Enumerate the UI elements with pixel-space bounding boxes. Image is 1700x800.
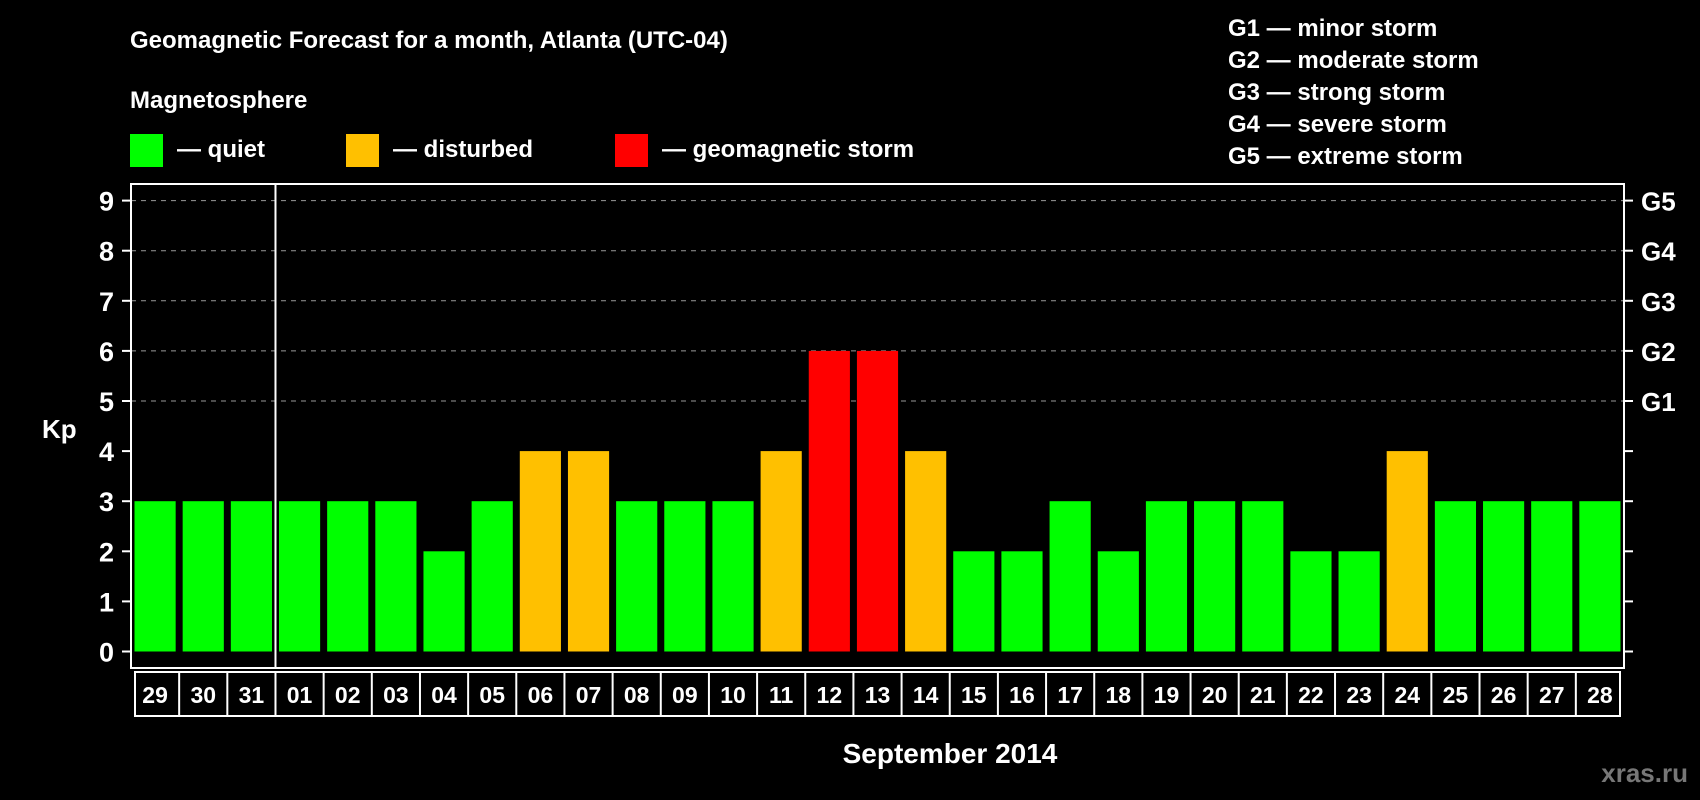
x-tick-label: 19 (1154, 682, 1180, 708)
x-tick-label: 08 (624, 682, 650, 708)
x-tick-label: 22 (1298, 682, 1324, 708)
x-tick-label: 21 (1250, 682, 1276, 708)
x-tick-label: 15 (961, 682, 987, 708)
day-row (134, 671, 1621, 717)
legend: — quiet — disturbed — geomagnetic storm (130, 134, 914, 167)
bar-13 (856, 350, 899, 652)
bar-07 (567, 451, 610, 652)
right-tick-label-g3: G3 (1641, 287, 1676, 317)
legend-swatch-disturbed (346, 134, 379, 167)
x-tick-label: 17 (1057, 682, 1083, 708)
bar-17 (1049, 501, 1091, 652)
x-tick-label: 09 (672, 682, 698, 708)
x-tick-label: 28 (1587, 682, 1613, 708)
y-axis-label: Kp (42, 414, 77, 444)
x-tick-label: 16 (1009, 682, 1035, 708)
bar-27 (1531, 501, 1573, 652)
bar-09 (664, 501, 706, 652)
x-tick-label: 05 (479, 682, 505, 708)
x-tick-label: 20 (1202, 682, 1228, 708)
bar-05 (471, 501, 513, 652)
bar-31 (230, 501, 272, 652)
y-tick-label: 3 (99, 487, 114, 517)
x-tick-label: 12 (817, 682, 843, 708)
x-tick-label: 01 (287, 682, 313, 708)
legend-label-storm: — geomagnetic storm (662, 136, 914, 163)
bar-26 (1483, 501, 1525, 652)
y-tick-label: 4 (99, 437, 114, 467)
legend-swatch-storm (615, 134, 648, 167)
bar-03 (375, 501, 417, 652)
storm-scale-item: G1 — minor storm (1228, 15, 1437, 42)
watermark: xras.ru (1601, 758, 1688, 788)
bar-04 (423, 551, 465, 652)
plot-frame (130, 183, 1625, 669)
x-tick-label: 25 (1443, 682, 1469, 708)
chart-subtitle: Magnetosphere (130, 87, 307, 114)
y-tick-label: 2 (99, 537, 114, 567)
storm-scale-item: G5 — extreme storm (1228, 143, 1463, 170)
x-tick-label: 26 (1491, 682, 1517, 708)
bar-21 (1242, 501, 1284, 652)
bar-14 (905, 451, 947, 652)
bar-30 (182, 501, 224, 652)
x-tick-label: 23 (1346, 682, 1372, 708)
bar-15 (953, 551, 995, 652)
x-tick-label: 14 (913, 682, 939, 708)
bar-16 (1001, 551, 1043, 652)
bar-01 (278, 501, 321, 652)
legend-label-disturbed: — disturbed (393, 136, 533, 163)
storm-scale-item: G3 — strong storm (1228, 79, 1445, 106)
chart-title: Geomagnetic Forecast for a month, Atlant… (130, 27, 728, 54)
bar-23 (1338, 551, 1380, 652)
bar-25 (1434, 501, 1477, 652)
y-tick-label: 0 (99, 638, 114, 668)
bar-20 (1194, 501, 1236, 652)
x-tick-label: 11 (769, 682, 794, 708)
storm-scale-legend: G1 — minor storm G2 — moderate storm G3 — … (1228, 15, 1479, 170)
x-tick-label: 30 (190, 682, 216, 708)
x-tick-label: 29 (142, 682, 168, 708)
bar-28 (1579, 501, 1621, 652)
x-tick-label: 07 (576, 682, 602, 708)
right-tick-label-g1: G1 (1641, 387, 1676, 417)
x-tick-label: 24 (1394, 682, 1420, 708)
x-tick-label: 31 (239, 682, 265, 708)
x-tick-label: 02 (335, 682, 361, 708)
bar-19 (1145, 501, 1188, 652)
legend-swatch-quiet (130, 134, 163, 167)
bar-22 (1290, 551, 1332, 652)
bar-10 (712, 501, 754, 652)
legend-label-quiet: — quiet (177, 136, 265, 163)
bar-29 (134, 501, 176, 652)
storm-scale-item: G2 — moderate storm (1228, 47, 1479, 74)
right-tick-label-g4: G4 (1641, 237, 1676, 267)
x-tick-label: 06 (528, 682, 554, 708)
bar-08 (616, 501, 658, 652)
bar-06 (519, 451, 561, 652)
x-tick-label: 03 (383, 682, 409, 708)
x-tick-label: 13 (865, 682, 891, 708)
right-tick-label-g5: G5 (1641, 187, 1676, 217)
bar-18 (1097, 551, 1139, 652)
bar-24 (1386, 451, 1428, 652)
x-tick-label: 10 (720, 682, 746, 708)
right-tick-label-g2: G2 (1641, 337, 1676, 367)
y-tick-label: 7 (99, 287, 114, 317)
y-tick-label: 9 (99, 187, 114, 217)
y-tick-label: 6 (99, 337, 114, 367)
y-tick-label: 1 (99, 587, 114, 617)
storm-scale-item: G4 — severe storm (1228, 111, 1447, 138)
x-tick-label: 04 (431, 682, 457, 708)
bar-02 (327, 501, 369, 652)
x-axis-label: September 2014 (843, 738, 1058, 769)
bar-11 (760, 451, 802, 652)
bar-12 (808, 350, 850, 652)
x-tick-label: 27 (1539, 682, 1565, 708)
x-tick-label: 18 (1106, 682, 1132, 708)
y-tick-label: 8 (99, 237, 114, 267)
y-tick-label: 5 (99, 387, 114, 417)
